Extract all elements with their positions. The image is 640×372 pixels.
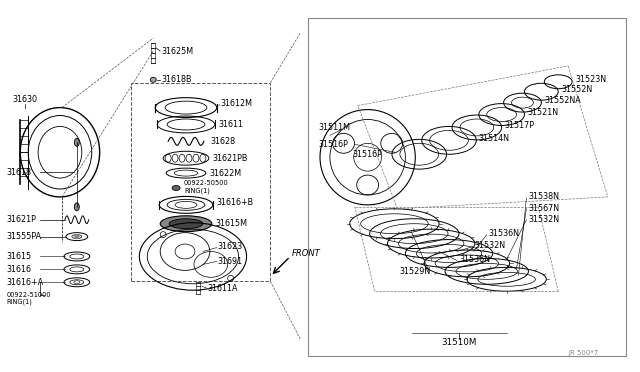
Text: 31630: 31630 (13, 95, 38, 104)
Text: 31532N: 31532N (475, 241, 506, 250)
Ellipse shape (150, 77, 156, 82)
Text: 31615: 31615 (6, 252, 31, 261)
Text: 31612M: 31612M (221, 99, 253, 108)
Text: 00922-50500: 00922-50500 (184, 180, 228, 186)
Text: 31567N: 31567N (529, 204, 559, 213)
Text: 31516P: 31516P (318, 140, 348, 149)
Text: 31615M: 31615M (216, 219, 248, 228)
Ellipse shape (160, 216, 212, 232)
Ellipse shape (74, 203, 79, 211)
Text: 31514N: 31514N (479, 134, 510, 143)
Text: 31616+B: 31616+B (217, 198, 254, 207)
Text: 31618B: 31618B (161, 75, 192, 84)
Text: 31555PA: 31555PA (6, 232, 42, 241)
Ellipse shape (74, 138, 79, 146)
Text: 31552N: 31552N (561, 85, 593, 94)
Text: 31536N: 31536N (489, 229, 520, 238)
Text: 31517P: 31517P (504, 121, 534, 130)
Text: 31521N: 31521N (527, 108, 559, 117)
Text: 31625M: 31625M (161, 46, 193, 55)
Text: 00922-51000: 00922-51000 (6, 292, 51, 298)
Text: FRONT: FRONT (292, 249, 321, 258)
Text: 31611A: 31611A (208, 284, 238, 293)
Text: 31511M: 31511M (318, 123, 350, 132)
Text: 31616+A: 31616+A (6, 278, 44, 287)
Text: 31516P: 31516P (353, 150, 383, 159)
Text: JR 500*7: JR 500*7 (568, 350, 598, 356)
Text: 31691: 31691 (218, 257, 243, 266)
Bar (308, 18, 626, 356)
Text: 31532N: 31532N (529, 215, 559, 224)
Text: 31628: 31628 (211, 137, 236, 146)
Text: 31529N: 31529N (399, 267, 431, 276)
Ellipse shape (172, 186, 180, 190)
Text: 31510M: 31510M (441, 338, 477, 347)
Text: 31536N: 31536N (459, 255, 490, 264)
Text: 31622M: 31622M (210, 169, 242, 177)
Text: RING(1): RING(1) (184, 188, 210, 194)
Circle shape (75, 235, 79, 238)
Text: 31611: 31611 (219, 120, 244, 129)
Text: 31621P: 31621P (6, 215, 36, 224)
Text: 31621PB: 31621PB (213, 154, 248, 163)
Text: 31552NA: 31552NA (544, 96, 581, 105)
Text: RING(1): RING(1) (6, 299, 32, 305)
Ellipse shape (169, 219, 203, 229)
Text: 31538N: 31538N (529, 192, 559, 201)
Text: 31523N: 31523N (575, 75, 606, 84)
Bar (131, 83, 270, 281)
Text: 31623: 31623 (218, 242, 243, 251)
Text: 31618: 31618 (6, 168, 31, 177)
Text: 31616: 31616 (6, 265, 31, 274)
